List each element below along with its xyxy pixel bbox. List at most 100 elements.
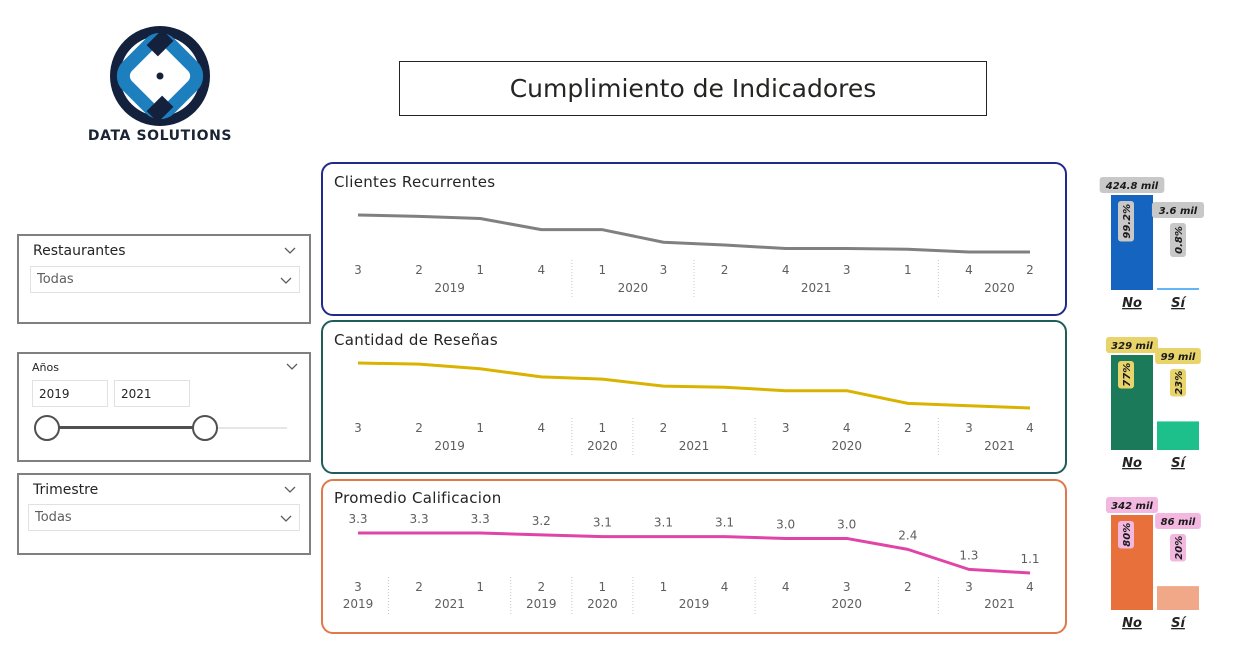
data-label: 3.3 bbox=[471, 512, 490, 526]
x-tick-year: 2021 bbox=[801, 281, 832, 295]
chevron-down-icon[interactable] bbox=[283, 481, 297, 500]
data-label: 3.3 bbox=[410, 512, 429, 526]
x-tick-quarter: 2 bbox=[415, 263, 423, 277]
trimestre-dropdown[interactable]: Todas bbox=[28, 504, 300, 531]
x-tick-quarter: 2 bbox=[1026, 263, 1034, 277]
chevron-down-icon[interactable] bbox=[283, 242, 297, 261]
x-tick-quarter: 4 bbox=[782, 580, 790, 594]
percent-label-bg bbox=[1118, 201, 1134, 242]
x-tick-year: 2020 bbox=[618, 281, 649, 295]
x-tick-quarter: 4 bbox=[965, 263, 973, 277]
page-title: Cumplimiento de Indicadores bbox=[509, 74, 877, 103]
series-line bbox=[357, 213, 1030, 254]
x-tick-quarter: 3 bbox=[965, 421, 973, 435]
value-label-bg bbox=[1151, 202, 1205, 218]
x-tick-quarter: 1 bbox=[476, 580, 484, 594]
promedio-calificacion-chart: 3.3 3.3 3.3 3.2 3.1 3.1 3.1 3.0 3.02.41.3 1.13 2 1 2… bbox=[343, 512, 1040, 616]
percent-label: 0.8% bbox=[1174, 226, 1185, 254]
x-tick-quarter: 4 bbox=[843, 421, 851, 435]
x-tick-year: 2020 bbox=[831, 597, 862, 611]
percent-label-bg bbox=[1118, 521, 1134, 549]
x-tick-quarter: 1 bbox=[476, 421, 484, 435]
x-tick-year: 2021 bbox=[434, 597, 465, 611]
percent-label-bg bbox=[1170, 369, 1186, 397]
x-tick-quarter: 1 bbox=[599, 263, 607, 277]
x-tick-quarter: 4 bbox=[1026, 580, 1034, 594]
x-tick-year: 2020 bbox=[587, 597, 618, 611]
data-label: 3.1 bbox=[654, 516, 673, 530]
slider-range-fill bbox=[47, 426, 205, 429]
series-line bbox=[357, 361, 1031, 410]
category-label-no: No bbox=[1122, 456, 1142, 471]
chevron-down-icon[interactable] bbox=[285, 358, 299, 377]
x-tick-quarter: 4 bbox=[537, 263, 545, 277]
value-label-bg bbox=[1155, 348, 1201, 364]
value-label: 424.8 mil bbox=[1105, 181, 1159, 192]
category-label-no: No bbox=[1122, 616, 1142, 631]
x-tick-year: 2019 bbox=[343, 597, 374, 611]
value-label-bg bbox=[1105, 337, 1159, 353]
restaurantes-dropdown[interactable]: Todas bbox=[30, 266, 300, 293]
x-tick-quarter: 2 bbox=[415, 580, 423, 594]
x-tick-quarter: 4 bbox=[1026, 421, 1034, 435]
data-solutions-logo bbox=[108, 24, 212, 128]
x-tick-quarter: 3 bbox=[660, 263, 668, 277]
data-label: 2.4 bbox=[898, 528, 917, 542]
anio-hasta-input[interactable]: 2021 bbox=[114, 380, 190, 407]
data-label: 1.3 bbox=[959, 548, 978, 562]
cantidad-resenas-card: Cantidad de Reseñas 3 2 1 4 1 2 1 3 4 2 3 4 2019 2020… bbox=[321, 320, 1067, 474]
x-tick-year: 2019 bbox=[526, 597, 557, 611]
x-tick-year: 2020 bbox=[831, 439, 862, 453]
value-label-bg bbox=[1155, 513, 1201, 529]
slider-handle-end[interactable] bbox=[191, 415, 218, 441]
clientes-recurrentes-bar-chart: 424.8 mil 99.2% No 3.6 mil 0.8% Sí bbox=[1099, 177, 1205, 311]
percent-label: 77% bbox=[1122, 363, 1133, 387]
category-label-no: No bbox=[1122, 296, 1142, 311]
x-tick-quarter: 1 bbox=[476, 263, 484, 277]
x-tick-quarter: 3 bbox=[843, 580, 851, 594]
cantidad-resenas-chart: 3 2 1 4 1 2 1 3 4 2 3 4 2019 2020 2021 2020 2021 bbox=[354, 361, 1034, 457]
x-tick-quarter: 1 bbox=[599, 421, 607, 435]
anios-slicer: Años 2019 2021 bbox=[17, 352, 311, 462]
data-label: 3.1 bbox=[715, 516, 734, 530]
slider-handle-start[interactable] bbox=[34, 415, 60, 441]
x-tick-quarter: 3 bbox=[354, 421, 362, 435]
x-tick-year: 2020 bbox=[984, 281, 1015, 295]
trimestre-slicer: Trimestre Todas bbox=[17, 473, 311, 555]
anio-desde-input[interactable]: 2019 bbox=[32, 380, 108, 407]
x-tick-quarter: 3 bbox=[354, 580, 362, 594]
x-tick-year: 2020 bbox=[587, 439, 618, 453]
bar-si bbox=[1157, 586, 1199, 610]
percent-label-bg bbox=[1170, 534, 1186, 562]
promedio-calificacion-title: Promedio Calificacion bbox=[334, 489, 502, 507]
clientes-recurrentes-card: Clientes Recurrentes 3 2 1 4 1 3 2 4 3 1 4 2 2019 202… bbox=[321, 162, 1067, 316]
chevron-down-icon bbox=[280, 515, 292, 522]
percent-label: 99.2% bbox=[1122, 204, 1133, 239]
clientes-recurrentes-chart: 3 2 1 4 1 3 2 4 3 1 4 2 2019 2020 2021 2020 bbox=[354, 213, 1034, 299]
x-tick-quarter: 2 bbox=[415, 421, 423, 435]
promedio-calificacion-card: Promedio Calificacion 3.3 3.3 3.3 3.2 3.1 3.1… bbox=[321, 479, 1067, 634]
x-tick-quarter: 2 bbox=[721, 263, 729, 277]
x-tick-quarter: 2 bbox=[660, 421, 668, 435]
bar-si bbox=[1157, 421, 1199, 450]
x-tick-quarter: 2 bbox=[904, 580, 912, 594]
x-tick-quarter: 4 bbox=[782, 263, 790, 277]
value-label: 86 mil bbox=[1161, 517, 1196, 528]
brand-name: DATA SOLUTIONS bbox=[87, 128, 233, 144]
page-title-box: Cumplimiento de Indicadores bbox=[399, 61, 987, 116]
percent-label: 80% bbox=[1122, 523, 1133, 547]
bar-si bbox=[1157, 288, 1199, 290]
category-label-si: Sí bbox=[1171, 296, 1187, 311]
category-label-si: Sí bbox=[1171, 456, 1187, 471]
x-tick-year: 2019 bbox=[434, 439, 465, 453]
x-tick-quarter: 3 bbox=[354, 263, 362, 277]
percent-label-bg bbox=[1170, 223, 1186, 257]
restaurantes-selected-value: Todas bbox=[37, 272, 74, 287]
restaurantes-slicer-title: Restaurantes bbox=[33, 243, 126, 259]
x-tick-quarter: 1 bbox=[721, 421, 729, 435]
cantidad-resenas-bar-chart: 329 mil 77% No 99 mil 23% Sí bbox=[1105, 337, 1201, 471]
x-tick-year: 2019 bbox=[679, 597, 710, 611]
chevron-down-icon bbox=[280, 277, 292, 284]
percent-label: 20% bbox=[1174, 536, 1185, 560]
data-label: 3.3 bbox=[348, 512, 367, 526]
